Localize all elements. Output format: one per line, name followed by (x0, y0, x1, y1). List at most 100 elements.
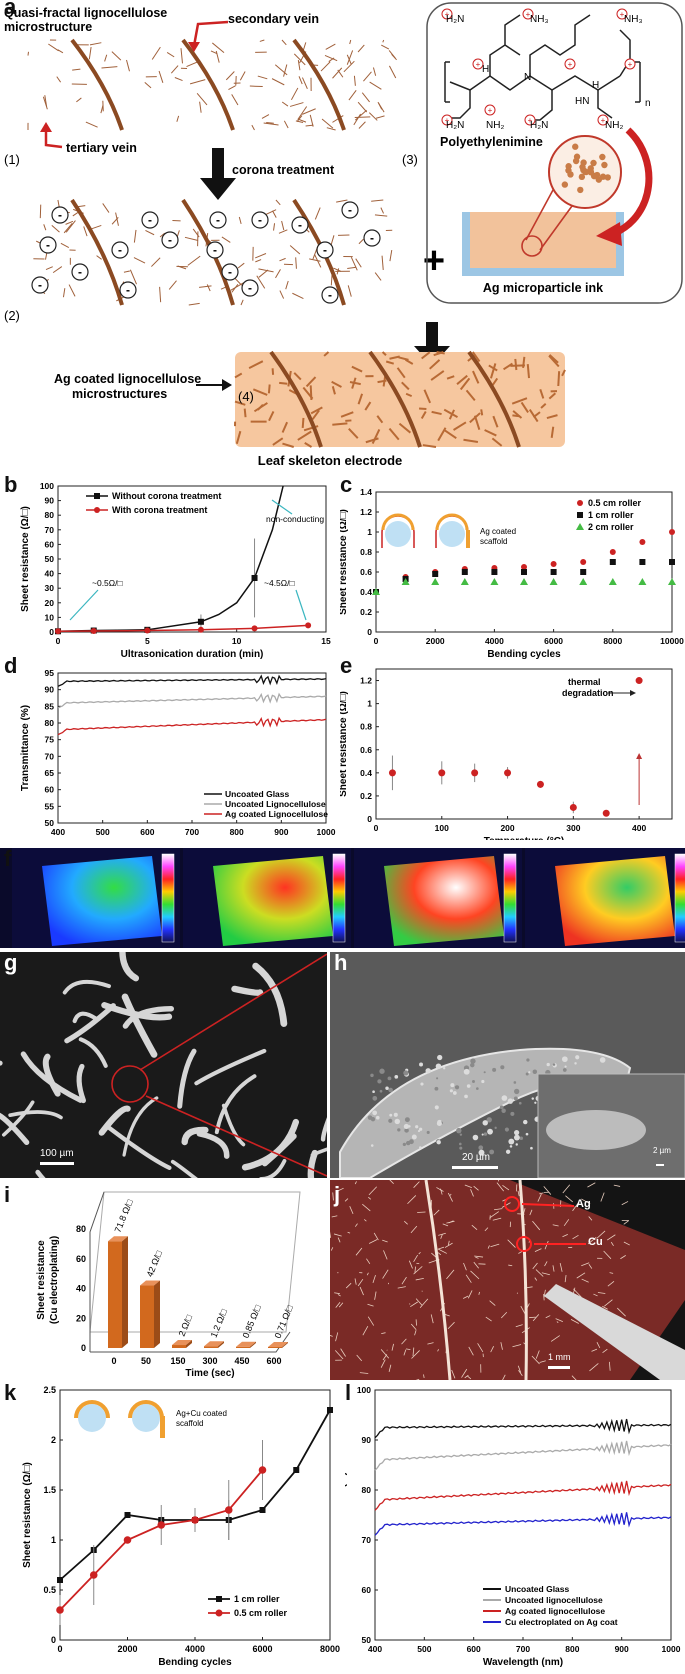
tertiary-vein (289, 102, 304, 107)
particle-texture (561, 1056, 568, 1063)
tertiary-vein (56, 76, 62, 83)
scale-bar (452, 1166, 498, 1169)
tertiary-vein (188, 302, 200, 306)
particle-texture (420, 1082, 424, 1086)
vein-line (496, 1182, 504, 1192)
vein-line (347, 1231, 351, 1234)
vein-line (517, 1190, 520, 1197)
vein-line (330, 1335, 333, 1337)
tertiary-vein (511, 397, 528, 405)
negative-charge-sign: - (168, 233, 172, 247)
vein-line (502, 1185, 510, 1191)
tertiary-vein (237, 262, 245, 269)
panel-i: 0 20 40 60 80 0 71.8 Ω/□ 50 42 Ω/□ 150 2 Ω/□ 300 1.2… (0, 1180, 330, 1380)
microparticle (572, 143, 579, 150)
particle-texture (415, 1125, 419, 1129)
vein-line (337, 1294, 341, 1297)
tertiary-vein (44, 95, 48, 107)
step4-label: (4) (238, 389, 254, 404)
x-tick-label: 0 (56, 636, 61, 646)
plus-sign: + (423, 240, 445, 282)
particle-texture (385, 1086, 389, 1090)
particle-texture (534, 1101, 537, 1104)
data-point (609, 549, 616, 555)
x-tick-label: 300 (566, 823, 580, 833)
tertiary-vein (324, 54, 338, 62)
tertiary-vein (177, 265, 187, 270)
bar-top (108, 1236, 128, 1242)
negative-charge-icon (341, 201, 359, 219)
x-tick-label: 800 (565, 1644, 579, 1654)
vein-line (414, 1330, 417, 1336)
vein-line (597, 1292, 606, 1294)
y-tick-label: 80 (45, 718, 55, 728)
x-tick-label: 600 (140, 827, 154, 837)
negative-charge-sign: - (38, 278, 42, 292)
negative-charge-icon (321, 286, 339, 304)
vein-line (475, 1256, 479, 1259)
fiber-vein (194, 1048, 267, 1086)
vein-line (437, 1252, 442, 1256)
tertiary-vein (252, 388, 268, 396)
svg-text:NH₂: NH₂ (605, 120, 623, 131)
particle-texture (501, 1108, 506, 1113)
y-tick-label: 1.4 (360, 487, 372, 497)
negative-charge-icon (363, 229, 381, 247)
thermal-scale-bar (332, 853, 346, 943)
y-tick-label: 0.8 (360, 722, 372, 732)
y-axis-label: Transmittance (%) (20, 705, 31, 791)
x-tick-label: 0 (57, 1644, 62, 1654)
legend-label: Uncoated Glass (505, 1584, 570, 1594)
tertiary-vein (199, 101, 202, 113)
tertiary-vein (261, 114, 270, 119)
negative-charge-sign: - (126, 283, 130, 297)
tertiary-vein (512, 410, 523, 419)
fiber-vein (0, 1112, 30, 1146)
vein-line (447, 1321, 455, 1330)
data-point (669, 559, 675, 565)
secondary-vein-label: secondary vein (228, 12, 319, 26)
main-vein (518, 1180, 528, 1380)
fiber-vein (252, 962, 288, 1027)
particle-texture (509, 1145, 513, 1148)
vein-line (502, 1374, 506, 1380)
vein-line (573, 1288, 582, 1298)
vein-line (613, 1184, 621, 1187)
microparticle (582, 168, 589, 175)
legend-label: Ag coated lignocellulose (505, 1606, 605, 1616)
vein-line (623, 1220, 629, 1225)
tertiary-vein (548, 354, 559, 364)
fiber-vein (170, 1159, 198, 1178)
y-tick-label: 55 (45, 801, 55, 811)
particle-texture (388, 1087, 393, 1093)
legend-marker (215, 1609, 223, 1617)
tertiary-vein (540, 403, 547, 409)
vein-line (552, 1265, 555, 1272)
negative-charge-sign: - (213, 243, 217, 257)
series-line (374, 1512, 672, 1536)
secondary-vein-arrow-icon (192, 20, 229, 47)
data-point (639, 559, 646, 565)
charge-icon (484, 104, 496, 116)
vein-line (356, 1354, 363, 1362)
particle-texture (434, 1105, 439, 1110)
negative-charge-sign: - (248, 281, 252, 295)
tertiary-vein (405, 358, 414, 365)
charge-icon (472, 58, 484, 70)
vein-line (466, 1375, 472, 1380)
fiber-vein (196, 1131, 230, 1159)
vein-line (382, 1354, 388, 1361)
particle-texture (403, 1123, 410, 1130)
microparticle (587, 165, 594, 172)
negative-charge-icon (251, 211, 269, 229)
thermal-sample (42, 856, 162, 946)
tertiary-vein (76, 97, 82, 103)
vein-line (591, 1348, 598, 1352)
particle-texture (523, 1119, 528, 1125)
y-axis-label: Sheet resistance (Ω/□) (22, 1462, 33, 1568)
tertiary-vein (65, 220, 74, 225)
tertiary-vein (123, 270, 130, 273)
vein-line (473, 1185, 479, 1191)
particle-texture (394, 1118, 400, 1125)
vein-line (589, 1363, 599, 1372)
